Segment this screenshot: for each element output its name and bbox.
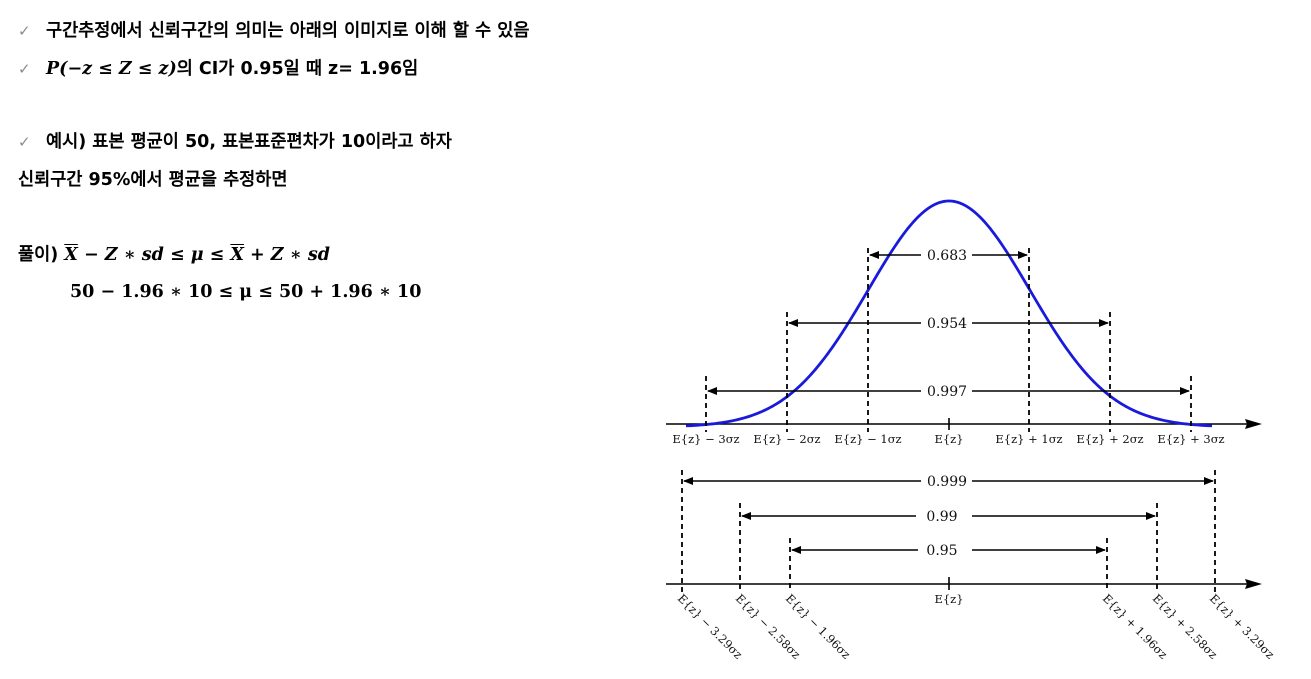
bullet-line-1: ✓ 구간추정에서 신뢰구간의 의미는 아래의 이미지로 이해 할 수 있음 <box>18 20 529 42</box>
top-axis-arrowhead <box>1245 419 1262 429</box>
tick-label: E{z} <box>934 432 963 446</box>
tick-label: E{z} − 1σz <box>834 432 901 446</box>
top-dashed-lines <box>705 248 1192 432</box>
normal-curve <box>685 199 1213 428</box>
bottom-tick-labels: E{z} − 3.29σz E{z} − 2.58σz E{z} − 1.96σ… <box>675 591 1277 661</box>
interval-label-954: 0.954 <box>927 316 967 332</box>
interval-label-683: 0.683 <box>927 248 967 264</box>
bullet-line-2: ✓ P(−z ≤ Z ≤ z)의 CI가 0.95일 때 z= 1.96임 <box>18 58 418 80</box>
estimate-text: 신뢰구간 95%에서 평균을 추정하면 <box>18 170 288 190</box>
bottom-axis-arrowhead <box>1245 579 1262 589</box>
example-text: 예시) 표본 평균이 50, 표본표준편차가 10이라고 하자 <box>46 132 452 152</box>
tick-label: E{z} + 1σz <box>995 432 1062 446</box>
tick-label: E{z} − 2σz <box>753 432 820 446</box>
bottom-center-label: E{z} <box>934 592 963 606</box>
interval-label-95: 0.95 <box>926 543 957 559</box>
check-icon: ✓ <box>18 22 31 40</box>
top-tick-labels: E{z} − 3σz E{z} − 2σz E{z} − 1σz E{z} E{… <box>672 432 1224 446</box>
probability-expression: P(−z ≤ Z ≤ z) <box>46 59 177 79</box>
check-icon: ✓ <box>18 60 31 78</box>
tick-label: E{z} − 3σz <box>672 432 739 446</box>
bullet-text-1: 구간추정에서 신뢰구간의 의미는 아래의 이미지로 이해 할 수 있음 <box>46 21 530 41</box>
check-icon: ✓ <box>18 133 31 151</box>
interval-label-999: 0.999 <box>927 474 967 490</box>
bullet-text-2: 의 CI가 0.95일 때 z= 1.96임 <box>176 59 419 79</box>
solution-formula-1: X − Z ∗ sd ≤ μ ≤ X + Z ∗ sd <box>64 245 330 265</box>
bullet-line-3: ✓ 예시) 표본 평균이 50, 표본표준편차가 10이라고 하자 <box>18 131 452 153</box>
interval-label-997: 0.997 <box>927 384 967 400</box>
solution-label: 풀이) <box>18 245 59 265</box>
bullet-line-4: 신뢰구간 95%에서 평균을 추정하면 <box>18 169 287 191</box>
solution-line-1: 풀이) X − Z ∗ sd ≤ μ ≤ X + Z ∗ sd <box>18 244 330 266</box>
interval-label-99: 0.99 <box>926 509 957 525</box>
solution-formula-2: 50 − 1.96 ∗ 10 ≤ μ ≤ 50 + 1.96 ∗ 10 <box>70 282 422 302</box>
bottom-dashed-lines <box>681 470 1216 592</box>
tick-label: E{z} + 2σz <box>1076 432 1143 446</box>
tick-label: E{z} + 3σz <box>1157 432 1224 446</box>
solution-line-2: 50 − 1.96 ∗ 10 ≤ μ ≤ 50 + 1.96 ∗ 10 <box>70 281 421 303</box>
